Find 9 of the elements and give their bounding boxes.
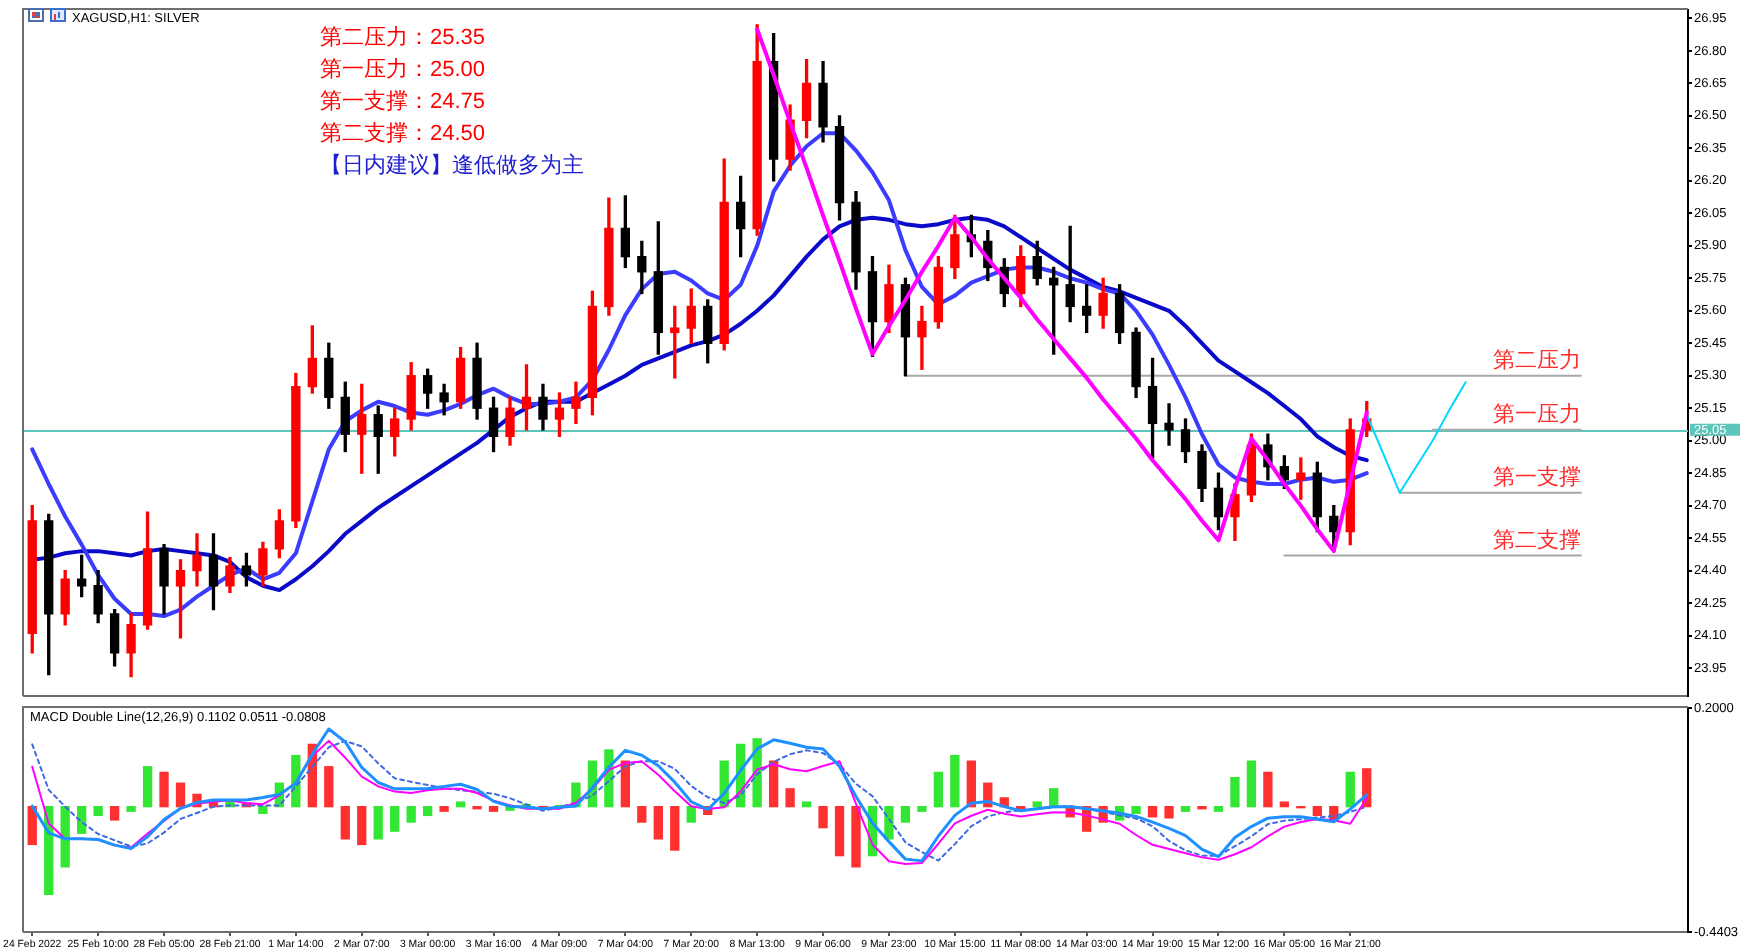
annotation: 第一支撑：24.75 [320,87,486,114]
annotation: 第二支撑：24.50 [320,119,486,146]
annotation: 第一压力：25.00 [320,55,486,82]
annotation: 第二压力：25.35 [320,23,486,50]
series-label: 第二支撑 [1492,526,1581,553]
series-label: 第一支撑 [1492,463,1581,490]
series-label: 第一压力 [1492,400,1581,427]
series-label: 第二压力 [1492,346,1581,373]
annotation: 【日内建议】逢低做多为主 [320,151,584,178]
